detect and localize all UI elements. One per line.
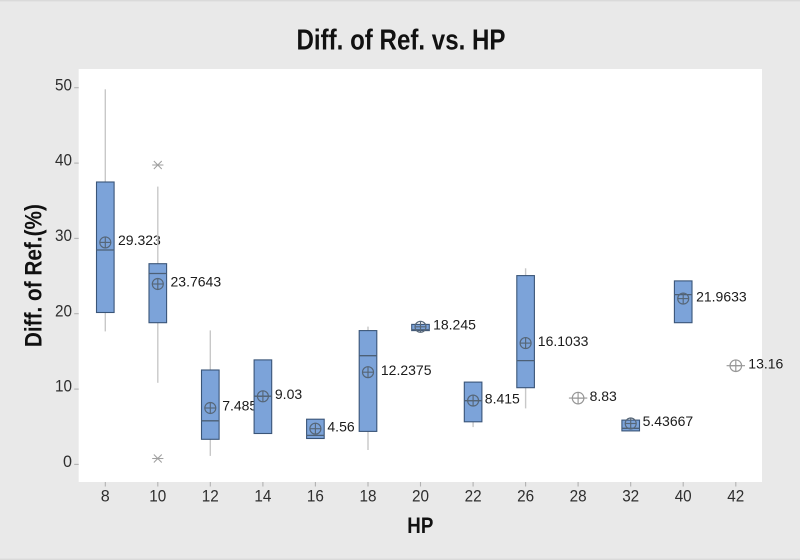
svg-text:42: 42: [727, 487, 744, 506]
svg-text:50: 50: [55, 75, 72, 94]
svg-text:29.323: 29.323: [118, 232, 161, 248]
svg-text:10: 10: [55, 377, 72, 396]
svg-text:30: 30: [55, 226, 72, 245]
svg-text:HP: HP: [407, 513, 433, 538]
svg-text:40: 40: [55, 151, 72, 170]
svg-text:0: 0: [63, 452, 72, 471]
svg-text:8: 8: [101, 487, 110, 506]
svg-text:7.485: 7.485: [222, 398, 257, 414]
svg-text:18: 18: [360, 487, 377, 506]
svg-text:18.245: 18.245: [433, 317, 476, 333]
svg-text:20: 20: [55, 301, 72, 320]
svg-text:9.03: 9.03: [275, 386, 302, 402]
svg-text:14: 14: [254, 487, 271, 506]
svg-text:32: 32: [622, 487, 639, 506]
svg-text:40: 40: [675, 487, 692, 506]
svg-text:16: 16: [307, 487, 324, 506]
svg-text:8.83: 8.83: [590, 388, 617, 404]
svg-text:22: 22: [465, 487, 482, 506]
svg-text:Diff. of Ref.(%): Diff. of Ref.(%): [21, 204, 48, 347]
svg-text:10: 10: [149, 487, 166, 506]
svg-text:16.1033: 16.1033: [538, 333, 589, 349]
svg-text:8.415: 8.415: [485, 390, 520, 406]
svg-text:28: 28: [570, 487, 587, 506]
svg-text:23.7643: 23.7643: [171, 274, 222, 290]
svg-text:5.43667: 5.43667: [643, 413, 694, 429]
svg-text:20: 20: [412, 487, 429, 506]
svg-text:12.2375: 12.2375: [381, 362, 432, 378]
svg-text:4.56: 4.56: [327, 418, 354, 434]
svg-text:12: 12: [202, 487, 219, 506]
svg-text:13.16: 13.16: [748, 355, 783, 371]
svg-text:Diff. of Ref. vs. HP: Diff. of Ref. vs. HP: [297, 25, 506, 57]
svg-text:26: 26: [517, 487, 534, 506]
svg-text:21.9633: 21.9633: [696, 288, 747, 304]
